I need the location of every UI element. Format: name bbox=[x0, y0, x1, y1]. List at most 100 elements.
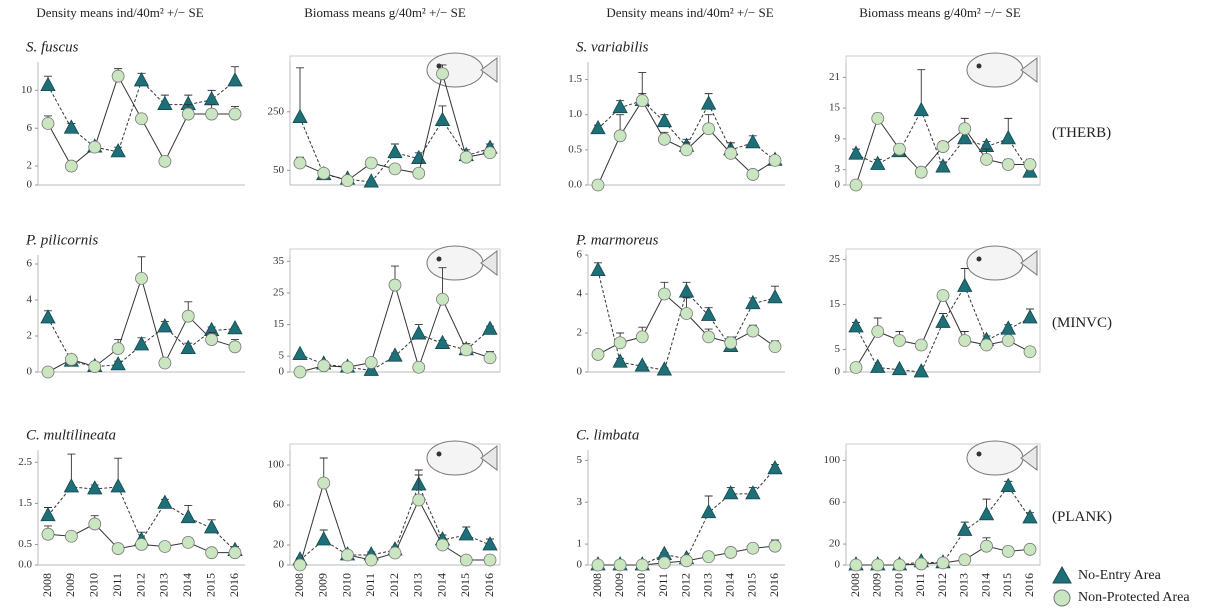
fish-icon bbox=[967, 246, 1037, 280]
trophic-label: (MINVC) bbox=[1052, 315, 1112, 331]
circle-marker bbox=[747, 325, 759, 337]
x-tick-label: 2012 bbox=[387, 573, 401, 597]
triangle-marker bbox=[412, 326, 426, 339]
fish-tail bbox=[481, 251, 497, 275]
triangle-marker bbox=[293, 347, 307, 360]
y-tick-label: 0 bbox=[27, 366, 33, 378]
circle-marker bbox=[437, 539, 449, 551]
x-tick-label: 2015 bbox=[745, 573, 759, 597]
fish-tail bbox=[1021, 446, 1037, 470]
y-tick-label: 60 bbox=[273, 499, 285, 511]
triangle-marker bbox=[1001, 321, 1015, 334]
triangle-marker bbox=[41, 78, 55, 91]
circle-marker bbox=[413, 494, 425, 506]
x-tick-label: 2009 bbox=[63, 573, 77, 597]
y-tick-label: 2 bbox=[27, 330, 33, 342]
triangle-marker bbox=[135, 73, 149, 86]
x-tick-label: 2016 bbox=[767, 573, 781, 597]
circle-marker bbox=[159, 541, 171, 553]
x-tick-label: 2012 bbox=[133, 573, 147, 597]
triangle-marker bbox=[111, 357, 125, 370]
circle-marker bbox=[769, 341, 781, 353]
circle-marker bbox=[318, 477, 330, 489]
circle-marker bbox=[42, 366, 54, 378]
circle-marker bbox=[850, 362, 862, 374]
triangle-marker bbox=[1001, 479, 1015, 492]
circle-marker bbox=[769, 540, 781, 552]
x-tick-label: 2013 bbox=[700, 573, 714, 597]
triangle-marker bbox=[849, 319, 863, 332]
circle-marker bbox=[413, 167, 425, 179]
y-tick-label: 15 bbox=[829, 102, 841, 114]
x-tick-label: 2009 bbox=[612, 573, 626, 597]
triangle-marker bbox=[1023, 510, 1037, 523]
circle-marker bbox=[1002, 545, 1014, 557]
fish-tail bbox=[1021, 58, 1037, 82]
triangle-marker bbox=[702, 307, 716, 320]
legend-label: No-Entry Area bbox=[1078, 568, 1162, 583]
x-tick-label: 2010 bbox=[891, 573, 905, 597]
triangle-marker bbox=[635, 358, 649, 371]
x-tick-label: 2014 bbox=[180, 573, 194, 597]
y-tick-label: 0 bbox=[835, 559, 841, 571]
circle-marker bbox=[725, 337, 737, 349]
y-tick-label: 20 bbox=[829, 538, 841, 550]
legend-swatch bbox=[1054, 590, 1070, 606]
triangle-marker bbox=[483, 321, 497, 334]
triangle-marker bbox=[702, 96, 716, 109]
triangle-marker bbox=[317, 532, 331, 545]
triangle-marker bbox=[181, 510, 195, 523]
circle-marker bbox=[136, 538, 148, 550]
legend-label: Non-Protected Area bbox=[1078, 590, 1190, 605]
triangle-marker bbox=[724, 486, 738, 499]
triangle-marker bbox=[936, 159, 950, 172]
x-tick-label: 2008 bbox=[292, 573, 306, 597]
circle-marker bbox=[592, 348, 604, 360]
x-tick-label: 2009 bbox=[316, 573, 330, 597]
x-tick-label: 2016 bbox=[1022, 573, 1036, 597]
circle-marker bbox=[592, 559, 604, 571]
y-tick-label: 15 bbox=[829, 298, 841, 310]
y-tick-label: 21 bbox=[829, 71, 840, 83]
column-header: Biomass means g/40m² −/− SE bbox=[859, 5, 1021, 20]
circle-marker bbox=[981, 339, 993, 351]
x-tick-label: 2014 bbox=[434, 573, 448, 597]
triangle-marker bbox=[181, 341, 195, 354]
circle-marker bbox=[1002, 335, 1014, 347]
triangle-marker bbox=[958, 523, 972, 536]
x-tick-label: 2014 bbox=[978, 573, 992, 597]
fish-icon bbox=[967, 441, 1037, 475]
circle-marker bbox=[681, 555, 693, 567]
circle-marker bbox=[229, 341, 241, 353]
circle-marker bbox=[318, 360, 330, 372]
y-tick-label: 0 bbox=[835, 179, 841, 191]
y-tick-label: 35 bbox=[273, 255, 285, 267]
circle-marker bbox=[592, 179, 604, 191]
triangle-marker bbox=[64, 479, 78, 492]
circle-marker bbox=[182, 108, 194, 120]
fish-eye bbox=[437, 452, 442, 457]
circle-marker bbox=[413, 361, 425, 373]
circle-marker bbox=[65, 160, 77, 172]
y-tick-label: 5 bbox=[279, 350, 285, 362]
triangle-marker bbox=[228, 321, 242, 334]
circle-marker bbox=[206, 334, 218, 346]
circle-marker bbox=[1002, 159, 1014, 171]
fish-body bbox=[967, 441, 1023, 475]
circle-marker bbox=[294, 157, 306, 169]
legend-swatch bbox=[1053, 567, 1071, 583]
x-tick-label: 2015 bbox=[203, 573, 217, 597]
circle-marker bbox=[636, 559, 648, 571]
y-tick-label: 0 bbox=[577, 366, 583, 378]
triangle-marker bbox=[158, 319, 172, 332]
circle-marker bbox=[894, 559, 906, 571]
x-tick-label: 2008 bbox=[848, 573, 862, 597]
triangle-marker bbox=[746, 135, 760, 148]
circle-marker bbox=[872, 326, 884, 338]
circle-marker bbox=[206, 108, 218, 120]
column-header: Density means ind/40m² +/− SE bbox=[606, 5, 773, 20]
triangle-marker bbox=[158, 495, 172, 508]
triangle-marker bbox=[914, 364, 928, 377]
y-tick-label: 0 bbox=[279, 366, 285, 378]
fish-icon bbox=[427, 246, 497, 280]
